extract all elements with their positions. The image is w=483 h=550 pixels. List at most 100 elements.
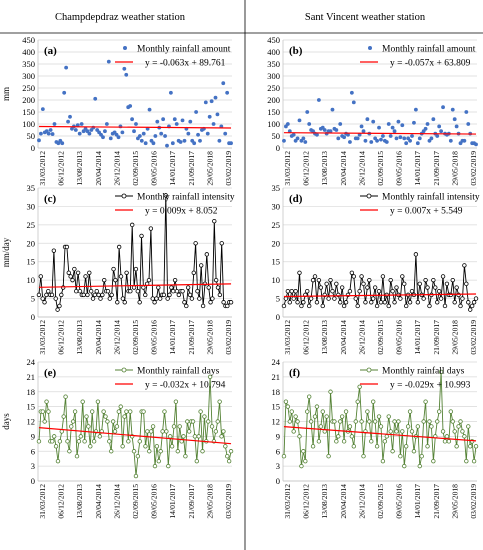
- data-point: [152, 300, 157, 305]
- data-point: [124, 270, 129, 275]
- data-point: [46, 289, 51, 294]
- y-axis-label: days: [1, 413, 11, 430]
- y-tick-label: 6: [31, 446, 35, 456]
- data-point: [97, 434, 103, 439]
- x-tick-label: 13/08/2013: [75, 320, 84, 355]
- x-tick-label: 13/08/2013: [320, 151, 329, 186]
- y-tick-label: 20: [272, 238, 281, 248]
- x-tick-label: 31/03/2012: [283, 484, 292, 519]
- y-tick-label: 200: [22, 95, 35, 105]
- data-point: [128, 409, 133, 414]
- data-point: [326, 296, 331, 301]
- data-point: [462, 138, 467, 143]
- data-point: [359, 419, 364, 424]
- x-tick-label: 29/05/2018: [450, 484, 459, 519]
- data-point: [217, 292, 223, 298]
- data-point: [76, 439, 82, 444]
- trend-line: [283, 426, 477, 442]
- x-tick-label: 26/12/2014: [112, 151, 121, 186]
- data-point: [69, 424, 74, 429]
- data-point: [450, 419, 455, 424]
- data-point: [44, 292, 49, 298]
- data-point: [116, 244, 122, 250]
- data-point: [59, 292, 64, 298]
- data-point: [402, 281, 407, 287]
- data-point: [208, 300, 213, 305]
- data-point: [109, 292, 114, 298]
- data-point: [66, 270, 71, 275]
- data-point: [452, 117, 457, 122]
- legend-marker: [366, 367, 372, 373]
- data-point: [301, 449, 306, 454]
- data-point: [394, 429, 399, 434]
- data-point: [77, 131, 82, 136]
- data-point: [143, 141, 148, 146]
- data-point: [168, 90, 173, 95]
- data-point: [40, 296, 45, 301]
- x-tick-label: 13/08/2013: [75, 484, 84, 519]
- data-point: [38, 274, 43, 279]
- data-point: [175, 449, 180, 454]
- x-tick-label: 13/08/2013: [75, 151, 84, 186]
- data-point: [378, 424, 384, 429]
- legend-trend-label: y = -0.063x + 89.761: [145, 59, 226, 69]
- y-tick-label: 300: [22, 71, 35, 81]
- data-point: [108, 136, 113, 141]
- panel-d: 0 5 10 15 20 25 30 35 31/03/2012 06/12/2012 13/08/…: [272, 183, 480, 355]
- data-point: [431, 117, 436, 122]
- data-point: [122, 300, 127, 305]
- data-point: [78, 434, 83, 439]
- x-tick-label: 09/05/2016: [150, 484, 159, 519]
- data-point: [107, 439, 112, 444]
- data-point: [169, 444, 175, 449]
- data-point: [146, 277, 152, 283]
- x-tick-label: 29/05/2018: [450, 151, 459, 186]
- x-tick-label: 20/04/2014: [94, 320, 103, 355]
- data-point: [361, 454, 366, 459]
- data-point: [83, 274, 88, 279]
- data-point: [228, 449, 234, 454]
- y-tick-label: 24: [27, 357, 36, 367]
- y-tick-label: 18: [272, 387, 281, 397]
- data-point: [381, 134, 385, 138]
- data-point: [297, 270, 302, 275]
- data-point: [413, 107, 418, 112]
- x-tick-label: 20/04/2014: [339, 484, 348, 519]
- x-tick-label: 03/02/2019: [469, 320, 478, 355]
- y-tick-label: 250: [22, 83, 35, 93]
- x-tick-label: 26/12/2014: [112, 320, 121, 355]
- x-tick-label: 20/04/2014: [94, 151, 103, 186]
- data-point: [207, 114, 212, 119]
- data-point: [94, 289, 99, 294]
- y-tick-label: 400: [267, 47, 280, 57]
- data-point: [421, 296, 426, 301]
- data-point: [435, 134, 440, 138]
- panel-b: 0 50 100 150 200 250 300 350 400 450 31/03/2012 06/…: [267, 35, 478, 186]
- data-point: [221, 81, 226, 86]
- y-tick-label: 400: [22, 47, 35, 57]
- data-point: [377, 125, 381, 130]
- data-point: [170, 141, 175, 146]
- data-point: [217, 138, 222, 143]
- data-point: [464, 281, 469, 287]
- x-tick-label: 03/02/2019: [469, 484, 478, 519]
- data-point: [322, 128, 327, 132]
- data-point: [147, 107, 152, 112]
- data-point: [101, 409, 106, 414]
- data-point: [316, 98, 321, 102]
- data-point: [128, 104, 133, 108]
- data-point: [400, 274, 405, 279]
- data-point: [158, 449, 163, 454]
- data-point: [287, 419, 292, 424]
- data-point: [456, 424, 461, 429]
- trend-line: [283, 132, 477, 135]
- data-point: [209, 424, 215, 429]
- data-point: [403, 303, 409, 309]
- data-point: [431, 277, 436, 283]
- data-point: [105, 419, 110, 424]
- y-tick-label: 150: [267, 107, 280, 117]
- data-point: [72, 409, 78, 414]
- y-tick-label: 5: [31, 294, 35, 304]
- data-point: [446, 439, 452, 444]
